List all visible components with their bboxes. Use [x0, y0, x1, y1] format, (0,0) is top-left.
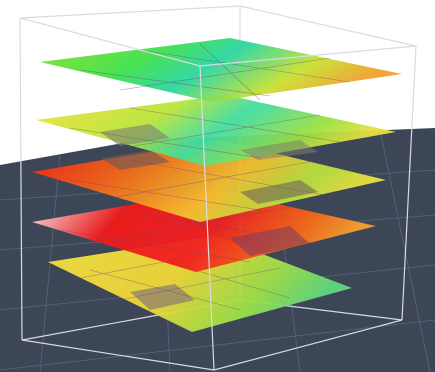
layer-5 — [48, 236, 352, 332]
layer-2 — [36, 95, 396, 166]
layer-4 — [32, 190, 376, 272]
layer-1 — [40, 38, 402, 102]
layer-3 — [32, 140, 386, 222]
box-front — [19, 5, 417, 371]
